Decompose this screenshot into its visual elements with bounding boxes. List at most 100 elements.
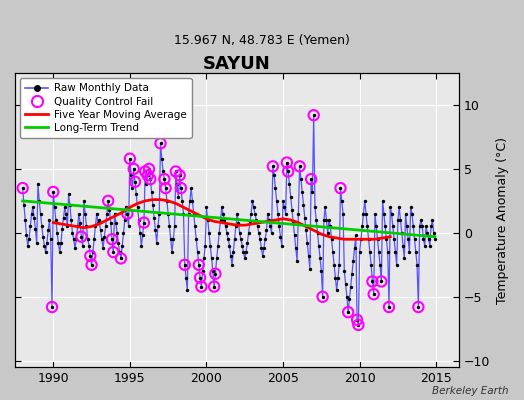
Point: [105, 207, 114, 213]
Point: [371, 210, 379, 217]
Point: [314, 242, 323, 249]
Point: [172, 168, 180, 175]
Point: [145, 166, 153, 172]
Point: [308, 189, 316, 195]
Point: [115, 249, 124, 255]
Point: [349, 258, 357, 264]
Point: [244, 230, 253, 236]
Point: [26, 223, 35, 230]
Point: [216, 217, 225, 223]
Point: [88, 262, 96, 268]
Point: [310, 112, 318, 118]
Point: [231, 236, 239, 242]
Point: [213, 255, 221, 262]
Point: [238, 242, 246, 249]
Point: [343, 294, 351, 300]
Point: [271, 185, 280, 191]
Point: [430, 230, 438, 236]
Point: [215, 230, 223, 236]
Point: [62, 210, 70, 217]
Point: [417, 217, 425, 223]
Point: [427, 223, 435, 230]
Point: [57, 240, 65, 246]
Point: [346, 283, 355, 290]
Point: [192, 236, 201, 242]
Point: [281, 210, 290, 217]
Point: [266, 223, 275, 230]
Point: [260, 245, 268, 252]
Point: [313, 230, 322, 236]
Point: [358, 223, 366, 230]
Point: [329, 249, 337, 255]
Point: [319, 294, 327, 300]
Point: [136, 230, 144, 236]
Point: [311, 204, 319, 210]
Point: [156, 140, 165, 146]
Point: [225, 242, 234, 249]
Point: [394, 217, 402, 223]
Point: [170, 223, 179, 230]
Point: [251, 210, 259, 217]
Point: [176, 172, 184, 178]
Point: [95, 217, 103, 223]
Point: [305, 266, 314, 272]
Point: [140, 220, 148, 226]
Point: [79, 242, 87, 249]
Point: [168, 249, 176, 255]
Point: [269, 163, 277, 170]
Point: [202, 204, 211, 210]
Point: [77, 234, 85, 240]
Point: [117, 255, 125, 262]
Point: [354, 322, 363, 328]
Point: [127, 172, 135, 178]
Point: [197, 283, 205, 290]
Point: [210, 283, 219, 290]
Point: [396, 217, 405, 223]
Point: [294, 210, 302, 217]
Point: [161, 185, 170, 191]
Point: [64, 191, 73, 198]
Y-axis label: Temperature Anomaly (°C): Temperature Anomaly (°C): [496, 136, 509, 304]
Point: [20, 202, 28, 208]
Point: [422, 223, 430, 230]
Point: [409, 223, 418, 230]
Point: [383, 236, 391, 242]
Point: [340, 268, 348, 274]
Point: [223, 230, 231, 236]
Point: [208, 255, 216, 262]
Point: [412, 249, 420, 255]
Point: [325, 217, 333, 223]
Point: [66, 202, 74, 208]
Point: [144, 172, 152, 178]
Point: [359, 210, 368, 217]
Point: [228, 262, 236, 268]
Point: [126, 156, 134, 162]
Point: [118, 242, 126, 249]
Point: [183, 287, 191, 294]
Point: [384, 249, 392, 255]
Point: [177, 185, 185, 191]
Point: [90, 236, 99, 242]
Point: [176, 172, 184, 178]
Point: [284, 168, 292, 175]
Point: [123, 210, 132, 217]
Point: [337, 198, 346, 204]
Point: [391, 249, 400, 255]
Point: [184, 210, 193, 217]
Point: [307, 176, 315, 182]
Point: [36, 210, 45, 217]
Point: [290, 232, 299, 239]
Point: [126, 156, 134, 162]
Point: [368, 278, 377, 285]
Point: [419, 236, 428, 242]
Point: [191, 223, 199, 230]
Point: [241, 255, 249, 262]
Point: [40, 242, 49, 249]
Point: [194, 262, 203, 268]
Point: [280, 204, 289, 210]
Point: [197, 283, 205, 290]
Point: [357, 236, 365, 242]
Point: [401, 210, 410, 217]
Point: [104, 198, 112, 204]
Point: [114, 240, 123, 246]
